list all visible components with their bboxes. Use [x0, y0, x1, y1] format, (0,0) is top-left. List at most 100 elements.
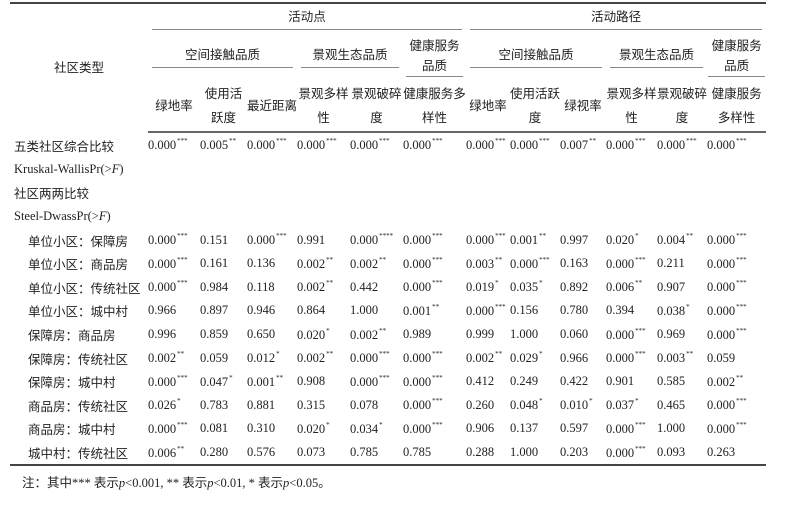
p-value-cell: 0.001** — [510, 228, 560, 252]
table-row: 单位小区：商品房 0.000*** 0.161 0.136 0.002** 0.002**… — [10, 252, 766, 276]
p-value-cell: 0.019* — [466, 276, 510, 300]
p-value: 0.585 — [657, 374, 686, 389]
p-value-cell: 0.006** — [148, 440, 200, 467]
p-value: 0.000 — [606, 327, 635, 342]
p-value: 0.000 — [707, 421, 736, 436]
p-value: 0.000 — [606, 138, 635, 153]
note-text: <0.001, ** 表示 — [125, 476, 208, 490]
p-value-cell: 0.211 — [657, 252, 707, 276]
p-value: 0.000 — [403, 374, 432, 389]
column-header: 绿地率 — [148, 80, 200, 133]
p-value: 0.859 — [200, 327, 229, 342]
p-value: 0.000 — [148, 256, 177, 271]
p-value-cell: 0.000*** — [707, 394, 766, 418]
p-value: 0.892 — [560, 279, 589, 294]
significance-stars: *** — [736, 302, 747, 311]
p-value: 0.020 — [297, 421, 326, 436]
p-value: 0.000 — [657, 138, 686, 153]
p-value-cell: 0.000*** — [707, 252, 766, 276]
table-row: Kruskal-WallisPr(>F) — [10, 158, 766, 182]
p-value: 0.007 — [560, 138, 589, 153]
significance-stars: ** — [229, 137, 237, 146]
group-header-activity-points: 活动点 — [152, 6, 463, 30]
significance-stars: *** — [539, 137, 550, 146]
p-value-cell: 0.000*** — [403, 132, 466, 158]
p-value-cell: 0.020* — [606, 228, 657, 252]
significance-stars: ** — [686, 232, 694, 241]
p-value: 0.037 — [606, 398, 635, 413]
p-value: 0.060 — [560, 327, 589, 342]
p-value: 0.000 — [466, 138, 495, 153]
p-value-cell: 0.038* — [657, 299, 707, 323]
p-value-cell: 0.946 — [247, 299, 297, 323]
p-value: 0.003 — [657, 351, 686, 366]
p-value-cell: 0.000*** — [510, 132, 560, 158]
column-header: 健康服务多样性 — [403, 80, 467, 133]
p-value: 0.029 — [510, 351, 539, 366]
p-value: 0.315 — [297, 397, 326, 412]
column-header: 使用活跃度 — [200, 80, 247, 133]
significance-stars: *** — [276, 232, 287, 241]
p-value-cell: 0.000*** — [350, 132, 403, 158]
p-value: 0.263 — [707, 445, 736, 460]
note-text: <0.01, * 表示 — [213, 476, 284, 490]
significance-stars: *** — [635, 255, 646, 264]
p-value-cell: 0.989 — [403, 323, 466, 347]
significance-stars: *** — [432, 397, 443, 406]
significance-stars: *** — [177, 373, 188, 382]
significance-stars: ** — [379, 326, 387, 335]
p-value-cell: 0.000*** — [466, 299, 510, 323]
p-value: 0.081 — [200, 421, 229, 436]
p-value-cell: 0.151 — [200, 228, 247, 252]
p-value: 0.002 — [297, 351, 326, 366]
p-value-cell: 0.000*** — [403, 417, 466, 441]
row-label: 商品房：城中村 — [28, 423, 116, 438]
p-value-cell: 0.161 — [200, 252, 247, 276]
p-value: 0.864 — [297, 303, 326, 318]
table-row: 保障房：城中村 0.000*** 0.047* 0.001** 0.908 0.000**… — [10, 370, 766, 394]
significance-stars: ** — [635, 279, 643, 288]
p-value: 0.000 — [707, 327, 736, 342]
p-value-cell: 0.000*** — [606, 346, 657, 370]
p-value-cell: 0.310 — [247, 417, 297, 441]
significance-stars: *** — [686, 137, 697, 146]
p-value: 0.118 — [247, 279, 275, 294]
column-header: 健康服务多样性 — [707, 80, 767, 133]
p-value-cell: 0.000*** — [297, 132, 350, 158]
p-value: 0.048 — [510, 398, 539, 413]
p-value: 0.000 — [466, 233, 495, 248]
p-value-cell: 0.000*** — [403, 252, 466, 276]
significance-stars: ** — [432, 302, 440, 311]
p-value: 0.073 — [297, 445, 326, 460]
column-header: 景观破碎度 — [657, 80, 707, 133]
significance-stars: *** — [736, 420, 747, 429]
p-value-cell: 0.465 — [657, 394, 707, 418]
p-value: 0.280 — [200, 445, 229, 460]
p-value: 1.000 — [350, 303, 379, 318]
row-label: Steel-DwassPr(>F) — [14, 209, 111, 224]
p-value: 0.901 — [606, 374, 635, 389]
p-value-cell: 0.035* — [510, 276, 560, 300]
significance-stars: * — [635, 232, 639, 241]
p-value: 1.000 — [510, 327, 539, 342]
p-value-cell: 0.137 — [510, 417, 560, 441]
p-value: 0.576 — [247, 445, 276, 460]
p-value: 0.000 — [403, 398, 432, 413]
p-value: 0.000 — [247, 233, 276, 248]
p-value-cell: 0.585 — [657, 370, 707, 394]
p-value: 0.989 — [403, 327, 432, 342]
significance-stars: ** — [177, 444, 185, 453]
significance-stars: ** — [326, 279, 334, 288]
significance-stars: * — [635, 397, 639, 406]
p-value: 0.163 — [560, 256, 589, 271]
p-value-cell: 1.000 — [510, 440, 561, 467]
p-value-cell: 0.000*** — [148, 276, 200, 300]
p-value: 0.999 — [466, 327, 495, 342]
significance-stars: *** — [495, 232, 506, 241]
p-value-cell: 0.000*** — [606, 440, 658, 467]
p-value-cell: 0.864 — [297, 299, 350, 323]
p-value-cell: 0.000*** — [707, 299, 766, 323]
p-value-cell: 1.000 — [657, 417, 707, 441]
p-value: 0.597 — [560, 421, 589, 436]
row-label: 保障房：传统社区 — [28, 352, 129, 367]
